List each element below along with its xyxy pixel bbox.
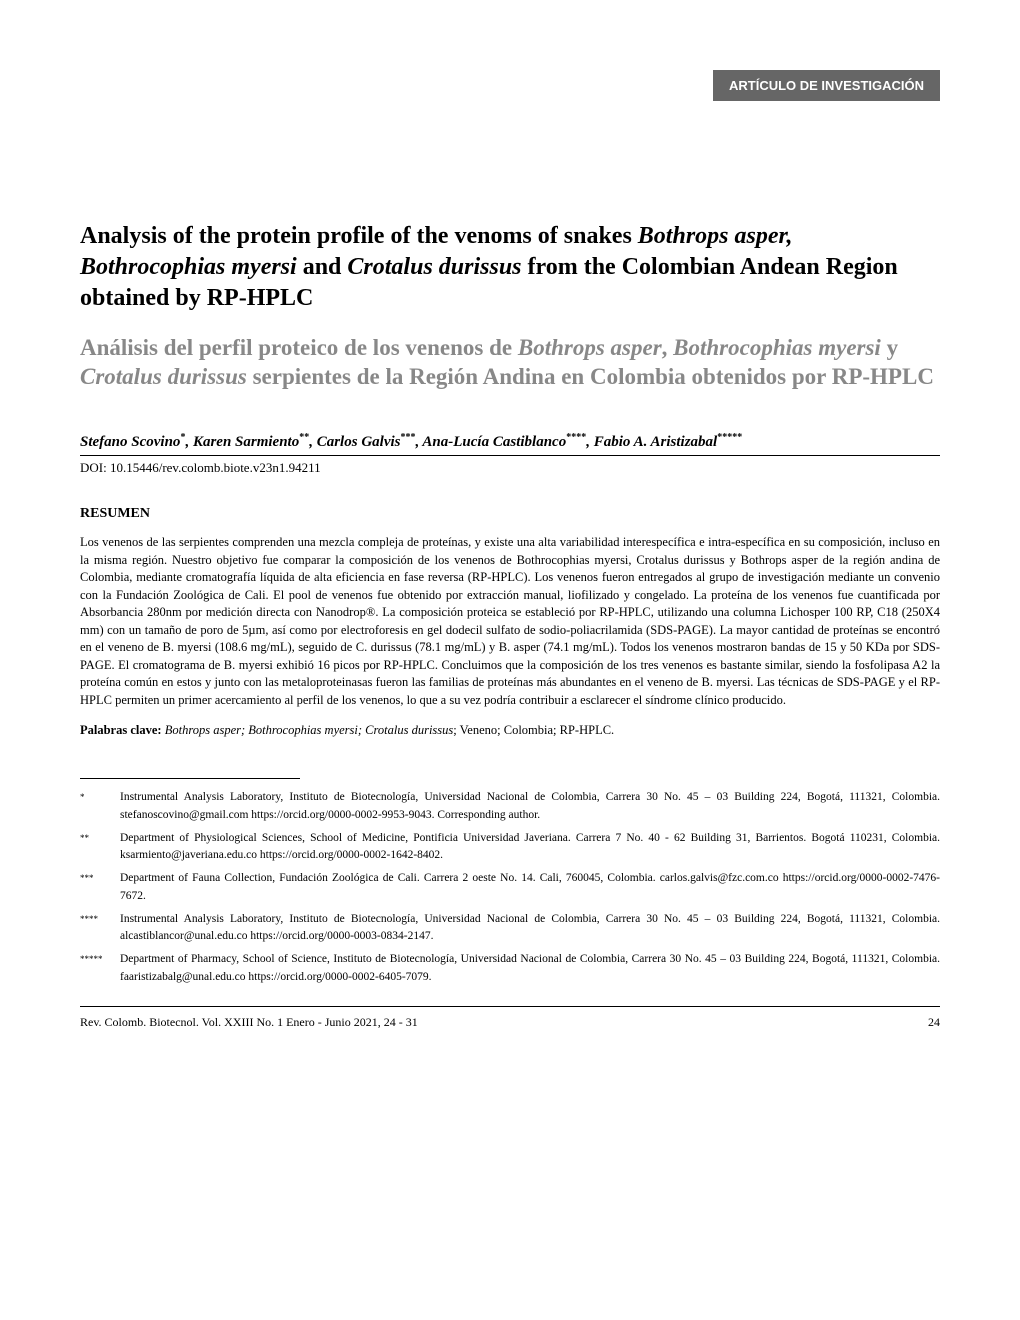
article-type-badge: ARTÍCULO DE INVESTIGACIÓN xyxy=(713,70,940,101)
author-3: , Carlos Galvis xyxy=(309,434,400,450)
footnote-text: Instrumental Analysis Laboratory, Instit… xyxy=(120,789,940,824)
title-es-text-1: Análisis del perfil proteico de los vene… xyxy=(80,335,518,360)
title-es-text-4: serpientes de la Región Andina en Colomb… xyxy=(247,364,934,389)
author-2: , Karen Sarmiento xyxy=(185,434,299,450)
footnote-row: **** Instrumental Analysis Laboratory, I… xyxy=(80,911,940,946)
author-5: , Fabio A. Aristizabal xyxy=(586,434,717,450)
title-es-italic-3: Crotalus durissus xyxy=(80,364,247,389)
title-es-text-2: , xyxy=(662,335,674,360)
resumen-body: Los venenos de las serpientes comprenden… xyxy=(80,534,940,709)
footer-divider xyxy=(80,1006,940,1007)
author-1: Stefano Scovino xyxy=(80,434,180,450)
footnote-row: *** Department of Fauna Collection, Fund… xyxy=(80,870,940,905)
footnote-marker: * xyxy=(80,789,120,824)
title-en-italic-2: Crotalus durissus xyxy=(347,254,521,280)
footnotes-divider xyxy=(80,778,300,779)
footnote-marker: *** xyxy=(80,870,120,905)
title-en-text-2: and xyxy=(297,254,348,280)
author-5-sup: ***** xyxy=(717,432,742,443)
footnote-text: Instrumental Analysis Laboratory, Instit… xyxy=(120,911,940,946)
keywords-rest: ; Veneno; Colombia; RP-HPLC. xyxy=(453,723,614,737)
title-es-italic-1: Bothrops asper xyxy=(518,335,662,360)
author-4: , Ana-Lucía Castiblanco xyxy=(415,434,566,450)
footnote-row: ** Department of Physiological Sciences,… xyxy=(80,830,940,865)
author-4-sup: **** xyxy=(566,432,586,443)
keywords-label: Palabras clave: xyxy=(80,723,165,737)
footnote-text: Department of Fauna Collection, Fundació… xyxy=(120,870,940,905)
title-es-italic-2: Bothrocophias myersi xyxy=(673,335,881,360)
title-english: Analysis of the protein profile of the v… xyxy=(80,221,940,315)
authors-line: Stefano Scovino*, Karen Sarmiento**, Car… xyxy=(80,432,940,456)
doi-line: DOI: 10.15446/rev.colomb.biote.v23n1.942… xyxy=(80,460,940,476)
footnote-marker: **** xyxy=(80,911,120,946)
footnote-marker: ** xyxy=(80,830,120,865)
footnote-text: Department of Pharmacy, School of Scienc… xyxy=(120,951,940,986)
keywords-italic: Bothrops asper; Bothrocophias myersi; Cr… xyxy=(165,723,454,737)
resumen-heading: RESUMEN xyxy=(80,506,940,522)
title-section: Analysis of the protein profile of the v… xyxy=(80,161,940,392)
author-2-sup: ** xyxy=(299,432,309,443)
page-number: 24 xyxy=(928,1015,940,1030)
keywords-line: Palabras clave: Bothrops asper; Bothroco… xyxy=(80,723,940,738)
footnote-row: ***** Department of Pharmacy, School of … xyxy=(80,951,940,986)
author-3-sup: *** xyxy=(400,432,415,443)
title-es-text-3: y xyxy=(881,335,898,360)
footnote-marker: ***** xyxy=(80,951,120,986)
footnote-row: * Instrumental Analysis Laboratory, Inst… xyxy=(80,789,940,824)
page-footer: Rev. Colomb. Biotecnol. Vol. XXIII No. 1… xyxy=(80,1015,940,1030)
title-spanish: Análisis del perfil proteico de los vene… xyxy=(80,333,940,393)
title-en-text-1: Analysis of the protein profile of the v… xyxy=(80,223,638,249)
footnote-text: Department of Physiological Sciences, Sc… xyxy=(120,830,940,865)
footnotes-block: * Instrumental Analysis Laboratory, Inst… xyxy=(80,789,940,986)
footer-citation: Rev. Colomb. Biotecnol. Vol. XXIII No. 1… xyxy=(80,1015,418,1030)
